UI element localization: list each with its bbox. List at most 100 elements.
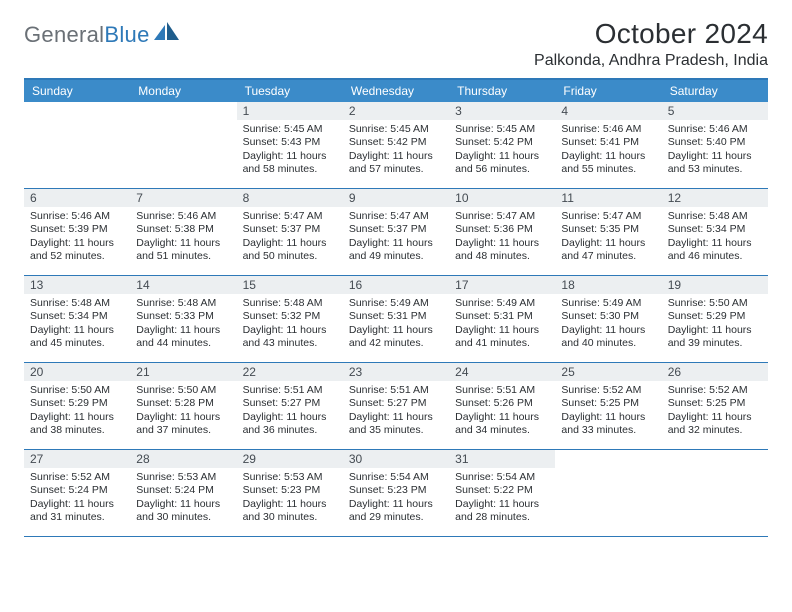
day-number: 25 [555, 363, 661, 381]
day-number: 16 [343, 276, 449, 294]
day-number: 7 [130, 189, 236, 207]
day-number: 30 [343, 450, 449, 468]
sunset-text: Sunset: 5:26 PM [455, 397, 549, 410]
sail-icon [154, 22, 180, 48]
daylight-text: Daylight: 11 hours and 42 minutes. [349, 324, 443, 351]
calendar-cell: 5Sunrise: 5:46 AMSunset: 5:40 PMDaylight… [662, 102, 768, 188]
day-details: Sunrise: 5:45 AMSunset: 5:43 PMDaylight:… [237, 120, 343, 181]
day-details: Sunrise: 5:51 AMSunset: 5:27 PMDaylight:… [343, 381, 449, 442]
day-number: 18 [555, 276, 661, 294]
day-details: Sunrise: 5:46 AMSunset: 5:39 PMDaylight:… [24, 207, 130, 268]
daylight-text: Daylight: 11 hours and 33 minutes. [561, 411, 655, 438]
day-details: Sunrise: 5:52 AMSunset: 5:25 PMDaylight:… [662, 381, 768, 442]
daylight-text: Daylight: 11 hours and 32 minutes. [668, 411, 762, 438]
calendar-cell: 7Sunrise: 5:46 AMSunset: 5:38 PMDaylight… [130, 189, 236, 275]
weekday-header: Wednesday [343, 80, 449, 102]
sunrise-text: Sunrise: 5:54 AM [455, 471, 549, 484]
calendar-cell: 8Sunrise: 5:47 AMSunset: 5:37 PMDaylight… [237, 189, 343, 275]
daylight-text: Daylight: 11 hours and 43 minutes. [243, 324, 337, 351]
calendar-cell: 24Sunrise: 5:51 AMSunset: 5:26 PMDayligh… [449, 363, 555, 449]
calendar-cell: 2Sunrise: 5:45 AMSunset: 5:42 PMDaylight… [343, 102, 449, 188]
day-details: Sunrise: 5:45 AMSunset: 5:42 PMDaylight:… [343, 120, 449, 181]
calendar-cell: 26Sunrise: 5:52 AMSunset: 5:25 PMDayligh… [662, 363, 768, 449]
daylight-text: Daylight: 11 hours and 52 minutes. [30, 237, 124, 264]
daylight-text: Daylight: 11 hours and 30 minutes. [136, 498, 230, 525]
sunrise-text: Sunrise: 5:51 AM [243, 384, 337, 397]
sunset-text: Sunset: 5:25 PM [668, 397, 762, 410]
calendar-week-row: 1Sunrise: 5:45 AMSunset: 5:43 PMDaylight… [24, 102, 768, 189]
calendar-cell: 15Sunrise: 5:48 AMSunset: 5:32 PMDayligh… [237, 276, 343, 362]
sunset-text: Sunset: 5:27 PM [349, 397, 443, 410]
day-details: Sunrise: 5:51 AMSunset: 5:27 PMDaylight:… [237, 381, 343, 442]
sunset-text: Sunset: 5:38 PM [136, 223, 230, 236]
weekday-header: Saturday [662, 80, 768, 102]
day-details: Sunrise: 5:46 AMSunset: 5:40 PMDaylight:… [662, 120, 768, 181]
daylight-text: Daylight: 11 hours and 51 minutes. [136, 237, 230, 264]
calendar-cell: 31Sunrise: 5:54 AMSunset: 5:22 PMDayligh… [449, 450, 555, 536]
sunrise-text: Sunrise: 5:49 AM [561, 297, 655, 310]
day-details: Sunrise: 5:47 AMSunset: 5:36 PMDaylight:… [449, 207, 555, 268]
sunset-text: Sunset: 5:37 PM [349, 223, 443, 236]
day-details: Sunrise: 5:53 AMSunset: 5:23 PMDaylight:… [237, 468, 343, 529]
calendar-cell: 27Sunrise: 5:52 AMSunset: 5:24 PMDayligh… [24, 450, 130, 536]
day-number: 21 [130, 363, 236, 381]
calendar-cell: 10Sunrise: 5:47 AMSunset: 5:36 PMDayligh… [449, 189, 555, 275]
sunrise-text: Sunrise: 5:48 AM [243, 297, 337, 310]
sunset-text: Sunset: 5:24 PM [136, 484, 230, 497]
day-details: Sunrise: 5:48 AMSunset: 5:34 PMDaylight:… [662, 207, 768, 268]
sunset-text: Sunset: 5:34 PM [30, 310, 124, 323]
daylight-text: Daylight: 11 hours and 34 minutes. [455, 411, 549, 438]
daylight-text: Daylight: 11 hours and 48 minutes. [455, 237, 549, 264]
calendar-week-row: 20Sunrise: 5:50 AMSunset: 5:29 PMDayligh… [24, 363, 768, 450]
day-number: 26 [662, 363, 768, 381]
daylight-text: Daylight: 11 hours and 56 minutes. [455, 150, 549, 177]
day-number: 2 [343, 102, 449, 120]
weekday-header: Tuesday [237, 80, 343, 102]
calendar-cell: 14Sunrise: 5:48 AMSunset: 5:33 PMDayligh… [130, 276, 236, 362]
sunset-text: Sunset: 5:40 PM [668, 136, 762, 149]
day-details: Sunrise: 5:48 AMSunset: 5:32 PMDaylight:… [237, 294, 343, 355]
sunset-text: Sunset: 5:30 PM [561, 310, 655, 323]
daylight-text: Daylight: 11 hours and 44 minutes. [136, 324, 230, 351]
calendar-cell: 30Sunrise: 5:54 AMSunset: 5:23 PMDayligh… [343, 450, 449, 536]
daylight-text: Daylight: 11 hours and 37 minutes. [136, 411, 230, 438]
sunrise-text: Sunrise: 5:47 AM [455, 210, 549, 223]
sunset-text: Sunset: 5:23 PM [349, 484, 443, 497]
daylight-text: Daylight: 11 hours and 49 minutes. [349, 237, 443, 264]
sunrise-text: Sunrise: 5:50 AM [30, 384, 124, 397]
calendar-cell [24, 102, 130, 188]
sunrise-text: Sunrise: 5:48 AM [136, 297, 230, 310]
daylight-text: Daylight: 11 hours and 30 minutes. [243, 498, 337, 525]
day-details: Sunrise: 5:53 AMSunset: 5:24 PMDaylight:… [130, 468, 236, 529]
sunset-text: Sunset: 5:25 PM [561, 397, 655, 410]
sunrise-text: Sunrise: 5:46 AM [668, 123, 762, 136]
calendar-cell: 6Sunrise: 5:46 AMSunset: 5:39 PMDaylight… [24, 189, 130, 275]
day-details: Sunrise: 5:54 AMSunset: 5:22 PMDaylight:… [449, 468, 555, 529]
calendar-cell: 18Sunrise: 5:49 AMSunset: 5:30 PMDayligh… [555, 276, 661, 362]
day-details: Sunrise: 5:49 AMSunset: 5:31 PMDaylight:… [343, 294, 449, 355]
sunset-text: Sunset: 5:27 PM [243, 397, 337, 410]
daylight-text: Daylight: 11 hours and 38 minutes. [30, 411, 124, 438]
day-number: 8 [237, 189, 343, 207]
day-details: Sunrise: 5:46 AMSunset: 5:41 PMDaylight:… [555, 120, 661, 181]
day-number: 9 [343, 189, 449, 207]
sunrise-text: Sunrise: 5:46 AM [30, 210, 124, 223]
day-number: 29 [237, 450, 343, 468]
sunrise-text: Sunrise: 5:51 AM [455, 384, 549, 397]
sunrise-text: Sunrise: 5:52 AM [668, 384, 762, 397]
day-details: Sunrise: 5:47 AMSunset: 5:37 PMDaylight:… [343, 207, 449, 268]
sunrise-text: Sunrise: 5:46 AM [561, 123, 655, 136]
day-number: 4 [555, 102, 661, 120]
sunrise-text: Sunrise: 5:47 AM [561, 210, 655, 223]
calendar-page: GeneralBlue October 2024 Palkonda, Andhr… [0, 0, 792, 537]
sunset-text: Sunset: 5:29 PM [30, 397, 124, 410]
sunset-text: Sunset: 5:31 PM [349, 310, 443, 323]
title-block: October 2024 Palkonda, Andhra Pradesh, I… [534, 18, 768, 70]
calendar-cell: 16Sunrise: 5:49 AMSunset: 5:31 PMDayligh… [343, 276, 449, 362]
calendar-cell: 4Sunrise: 5:46 AMSunset: 5:41 PMDaylight… [555, 102, 661, 188]
day-details: Sunrise: 5:51 AMSunset: 5:26 PMDaylight:… [449, 381, 555, 442]
calendar-cell: 21Sunrise: 5:50 AMSunset: 5:28 PMDayligh… [130, 363, 236, 449]
day-number: 3 [449, 102, 555, 120]
day-number [130, 102, 236, 106]
brand-logo: GeneralBlue [24, 18, 180, 48]
